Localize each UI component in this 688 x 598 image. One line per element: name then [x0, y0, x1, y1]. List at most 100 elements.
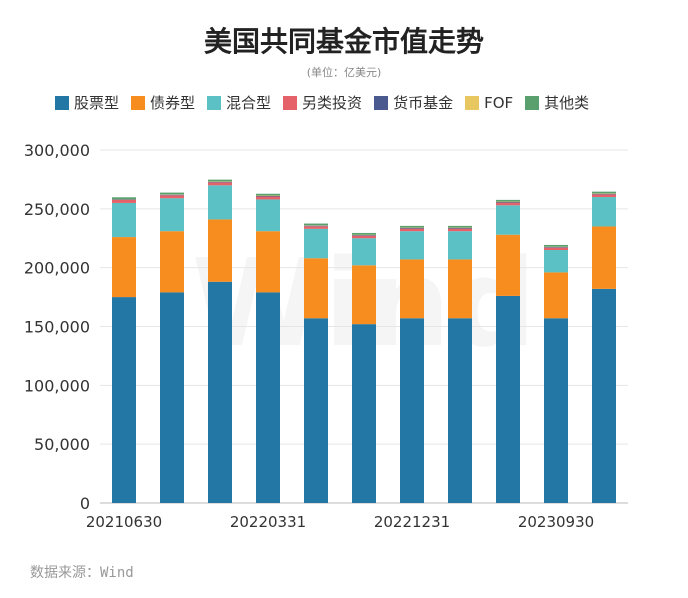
bar-segment — [544, 318, 568, 503]
legend-item[interactable]: FOF — [465, 94, 513, 112]
legend-label: 另类投资 — [302, 94, 363, 112]
legend-swatch — [283, 95, 298, 110]
bar-segment — [448, 231, 472, 260]
legend-label: 其他类 — [544, 94, 590, 112]
bar-segment — [448, 259, 472, 319]
bar-segment — [256, 195, 280, 197]
data-source-note: 数据来源：Wind — [30, 565, 134, 581]
bar-segment — [352, 235, 376, 239]
bar-segment — [256, 292, 280, 503]
bar-segment — [448, 318, 472, 503]
y-tick-label: 0 — [80, 494, 90, 513]
y-tick-label: 50,000 — [34, 435, 90, 454]
bar-segment — [592, 191, 616, 194]
legend-swatch — [207, 95, 222, 110]
bar-segment — [112, 197, 136, 200]
bar-segment — [592, 194, 616, 198]
bar-segment — [256, 193, 280, 196]
bar-segment — [448, 225, 472, 228]
bar-segment — [400, 228, 424, 229]
bar-segment — [592, 193, 616, 195]
bar-segment — [160, 198, 184, 232]
bar-segment — [208, 182, 232, 186]
bar-segment — [304, 223, 328, 226]
bar-segment — [112, 202, 136, 238]
legend-swatch — [55, 95, 69, 110]
x-tick-label: 20230930 — [518, 513, 594, 531]
bar-segment — [160, 231, 184, 293]
bar-segment — [400, 318, 424, 503]
bar-segment — [544, 272, 568, 319]
bar-segment — [256, 199, 280, 232]
bar-segment — [544, 244, 568, 247]
legend-label: 货币基金 — [393, 94, 454, 112]
bar-segment — [160, 292, 184, 503]
bar-segment — [304, 228, 328, 259]
bar-segment — [208, 181, 232, 183]
bar-segment — [352, 265, 376, 325]
bar-segment — [496, 295, 520, 503]
bar-segment — [592, 226, 616, 289]
bar-segment — [160, 194, 184, 196]
legend-item[interactable]: 另类投资 — [283, 92, 362, 113]
bar-segment — [208, 185, 232, 220]
bar-segment — [544, 247, 568, 251]
bar-segment — [304, 318, 328, 503]
bar-segment — [592, 288, 616, 503]
bar-segment — [496, 205, 520, 235]
bar-segment — [352, 232, 376, 235]
bar-segment — [352, 238, 376, 266]
y-tick-label: 200,000 — [24, 259, 90, 278]
x-tick-label: 20210630 — [86, 513, 162, 531]
bar-segment — [400, 259, 424, 319]
y-tick-label: 150,000 — [24, 318, 90, 337]
legend-swatch — [374, 95, 389, 110]
bar-segment — [400, 231, 424, 260]
legend-label: FOF — [484, 93, 514, 112]
bar-segment — [448, 228, 472, 229]
legend-label: 债券型 — [150, 94, 196, 112]
legend-swatch — [131, 95, 146, 110]
legend: 股票型 债券型 混合型 另类投资 货币基金 FOF 其他类 — [55, 92, 675, 113]
bar-segment — [208, 219, 232, 282]
bar-segment — [544, 250, 568, 273]
bar-segment — [544, 247, 568, 248]
chart-title: 美国共同基金市值走势 — [203, 25, 484, 58]
bar-segment — [304, 225, 328, 227]
bar-segment — [112, 200, 136, 203]
bar-segment — [208, 281, 232, 503]
legend-swatch — [525, 95, 540, 110]
bar-segment — [496, 202, 520, 203]
x-tick-label: 20221231 — [374, 513, 450, 531]
chart-subtitle: (单位：亿美元) — [306, 66, 382, 79]
bar-segment — [112, 199, 136, 201]
bar-segment — [400, 225, 424, 228]
bar-segment — [448, 228, 472, 232]
bar-segment — [256, 231, 280, 293]
legend-item[interactable]: 其他类 — [525, 92, 589, 113]
legend-item[interactable]: 股票型 — [55, 92, 119, 113]
bar-segment — [112, 297, 136, 503]
legend-label: 股票型 — [74, 94, 120, 112]
bar-segment — [112, 237, 136, 298]
bar-segment — [352, 324, 376, 503]
legend-item[interactable]: 债券型 — [131, 92, 195, 113]
bar-segment — [256, 196, 280, 200]
bar-segment — [400, 228, 424, 232]
y-tick-label: 100,000 — [24, 376, 90, 395]
x-tick-label: 20220331 — [230, 513, 306, 531]
bar-segment — [304, 258, 328, 319]
legend-item[interactable]: 货币基金 — [374, 92, 453, 113]
bar-segment — [352, 235, 376, 236]
bar-segment — [208, 179, 232, 182]
legend-label: 混合型 — [226, 94, 272, 112]
bar-segment — [304, 226, 328, 229]
legend-swatch — [465, 95, 480, 110]
bar-segment — [160, 192, 184, 195]
bar-segment — [496, 202, 520, 206]
y-tick-label: 300,000 — [24, 141, 90, 160]
y-tick-label: 250,000 — [24, 200, 90, 219]
bar-segment — [496, 199, 520, 202]
legend-item[interactable]: 混合型 — [207, 92, 271, 113]
